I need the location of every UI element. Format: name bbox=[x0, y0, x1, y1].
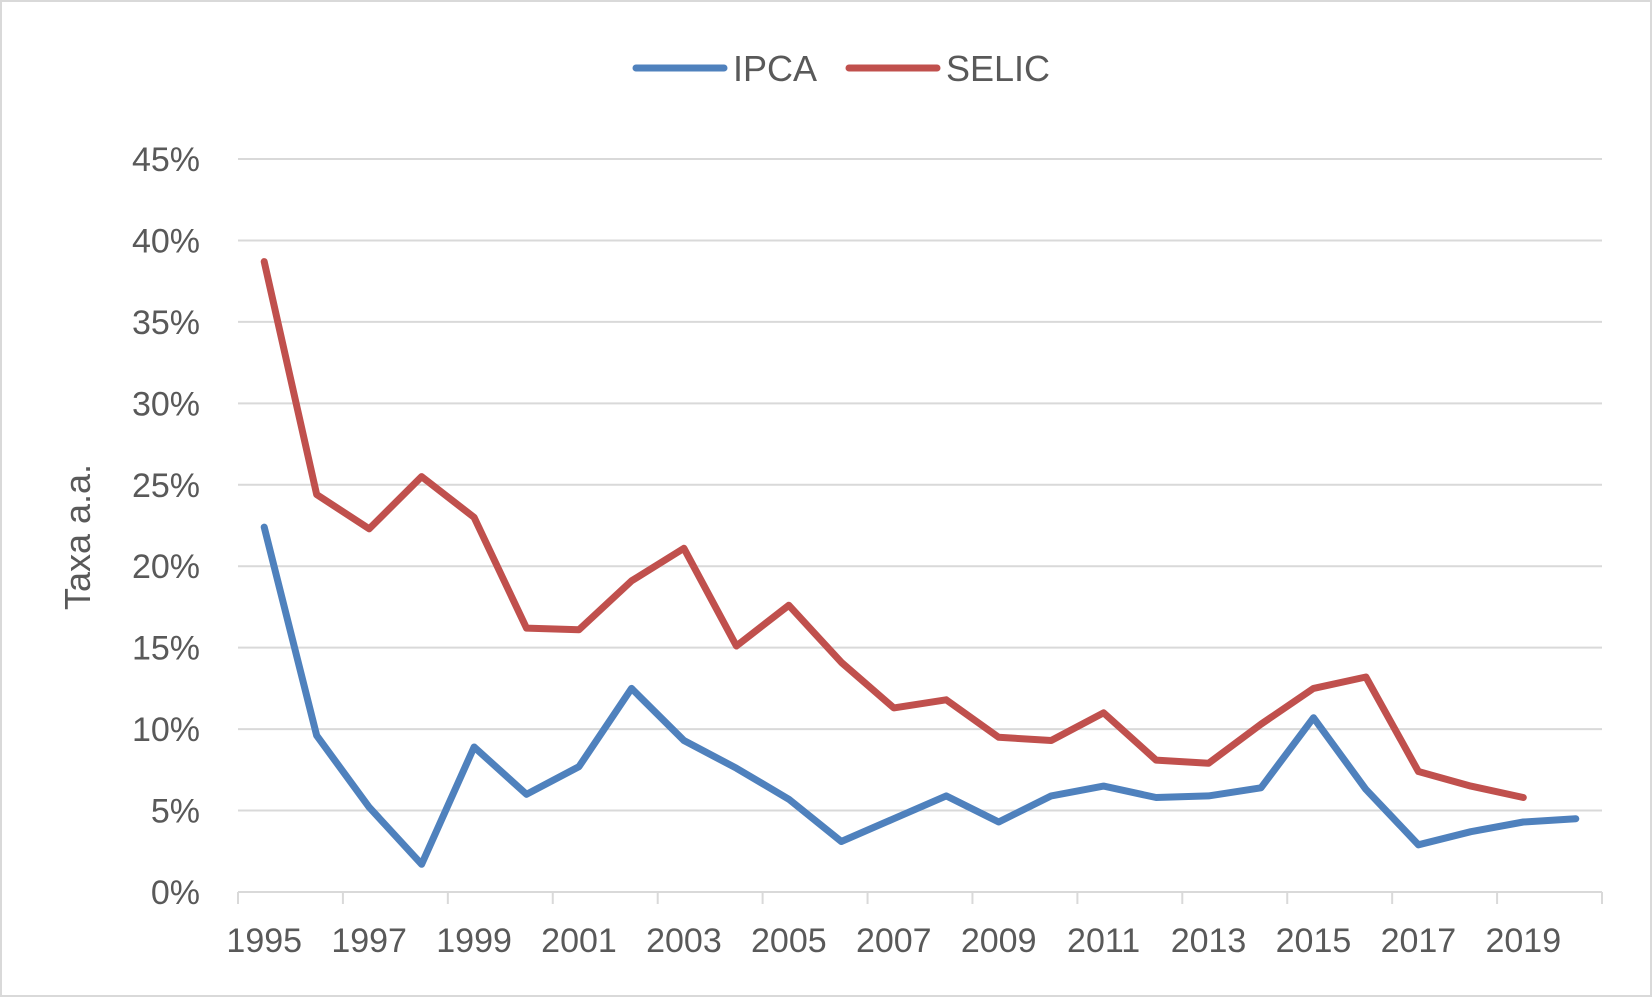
y-tick-label: 25% bbox=[132, 467, 200, 505]
y-tick-label: 10% bbox=[132, 711, 200, 749]
y-axis-ticks: 0% 5% 10% 15% 20% 25% 30% 35% 40% 45% bbox=[132, 141, 200, 912]
y-tick-label: 15% bbox=[132, 630, 200, 668]
y-tick-label: 40% bbox=[132, 222, 200, 260]
x-tick-label: 2001 bbox=[541, 922, 617, 960]
series-line-selic bbox=[260, 258, 1527, 801]
x-tick-label: 2007 bbox=[856, 922, 932, 960]
legend-label-ipca: IPCA bbox=[733, 48, 817, 89]
gridlines bbox=[238, 158, 1602, 812]
x-tick-label: 2017 bbox=[1381, 922, 1457, 960]
x-tick-label: 2005 bbox=[751, 922, 827, 960]
x-tick-label: 2009 bbox=[961, 922, 1037, 960]
y-tick-label: 5% bbox=[151, 793, 200, 831]
y-axis-title: Taxa a.a. bbox=[57, 464, 98, 610]
x-tick-label: 1999 bbox=[436, 922, 512, 960]
y-tick-label: 0% bbox=[151, 874, 200, 912]
y-tick-label: 45% bbox=[132, 141, 200, 179]
y-tick-label: 20% bbox=[132, 548, 200, 586]
series-lines bbox=[260, 258, 1580, 868]
x-tick-label: 2013 bbox=[1171, 922, 1247, 960]
x-tick-label: 2015 bbox=[1276, 922, 1352, 960]
x-tick-label: 2019 bbox=[1485, 922, 1561, 960]
x-tick-label: 1997 bbox=[331, 922, 407, 960]
x-tick-label: 2011 bbox=[1067, 922, 1140, 960]
legend: IPCA SELIC bbox=[632, 48, 1050, 89]
x-tick-label: 1995 bbox=[226, 922, 302, 960]
series-line-ipca bbox=[260, 523, 1580, 868]
x-axis-ticks: 1995 1997 1999 2001 2003 2005 2007 2009 2011 2013… bbox=[226, 922, 1561, 960]
x-axis bbox=[237, 891, 1603, 904]
y-tick-label: 35% bbox=[132, 304, 200, 342]
x-tick-label: 2003 bbox=[646, 922, 722, 960]
legend-label-selic: SELIC bbox=[946, 48, 1050, 89]
y-tick-label: 30% bbox=[132, 385, 200, 423]
